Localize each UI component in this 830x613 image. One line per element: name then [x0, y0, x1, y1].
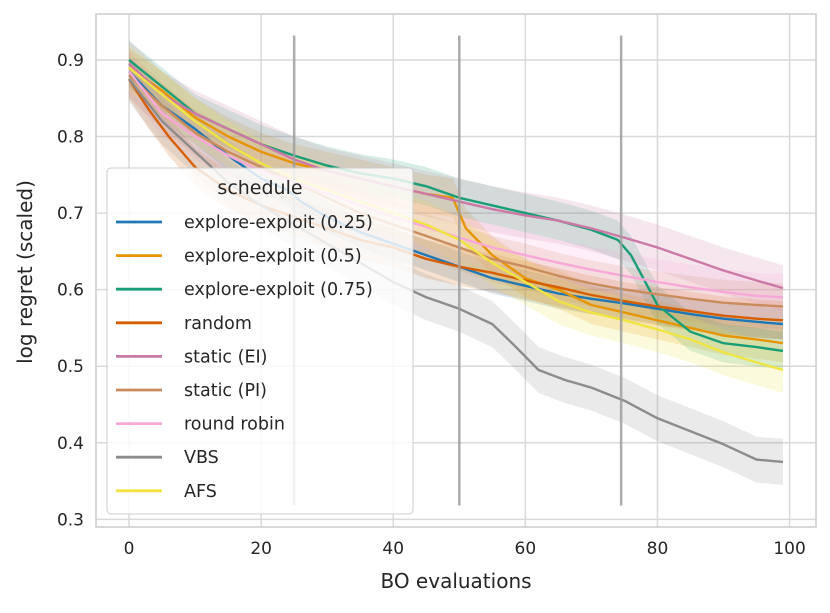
legend-label-3: random — [184, 314, 252, 334]
y-tick-label: 0.4 — [57, 434, 84, 454]
x-tick-label: 20 — [250, 539, 272, 559]
legend-label-8: AFS — [184, 482, 217, 502]
legend-label-1: explore-exploit (0.5) — [184, 247, 362, 267]
y-axis-label: log regret (scaled) — [13, 180, 37, 364]
legend-label-6: round robin — [184, 415, 285, 435]
series-line-0 — [128, 70, 784, 326]
x-tick-label: 80 — [647, 539, 669, 559]
legend-title: schedule — [217, 177, 302, 199]
x-tick-label: 40 — [382, 539, 404, 559]
x-tick-labels: 0 20 40 60 80 100 — [124, 539, 806, 559]
x-tick-label: 0 — [124, 539, 135, 559]
x-axis-label: BO evaluations — [380, 569, 531, 593]
y-tick-label: 0.6 — [57, 281, 84, 301]
y-tick-label: 0.3 — [57, 510, 84, 530]
band-0 — [129, 56, 783, 340]
y-tick-label: 0.9 — [57, 51, 84, 71]
axes-border — [95, 13, 817, 528]
y-tick-label: 0.8 — [57, 128, 84, 148]
legend-items: explore-exploit (0.25) explore-exploit (0… — [116, 213, 373, 502]
band-6 — [129, 48, 783, 321]
y-tick-label: 0.7 — [57, 204, 84, 224]
axes-frame — [95, 13, 817, 528]
band-8 — [129, 44, 783, 393]
legend-label-2: explore-exploit (0.75) — [184, 280, 373, 300]
x-tick-label: 100 — [773, 539, 805, 559]
legend-label-4: static (EI) — [184, 347, 267, 367]
legend-label-0: explore-exploit (0.25) — [184, 213, 373, 233]
legend[interactable]: schedule explore-exploit (0.25)explore-e… — [106, 167, 414, 515]
y-tick-labels: 0.3 0.4 0.5 0.6 0.7 0.8 0.9 — [57, 51, 84, 530]
x-tick-label: 60 — [515, 539, 537, 559]
y-tick-label: 0.5 — [57, 357, 84, 377]
legend-box — [106, 167, 414, 515]
legend-label-7: VBS — [184, 448, 219, 468]
legend-label-5: static (PI) — [184, 381, 267, 401]
band-7 — [129, 56, 783, 485]
